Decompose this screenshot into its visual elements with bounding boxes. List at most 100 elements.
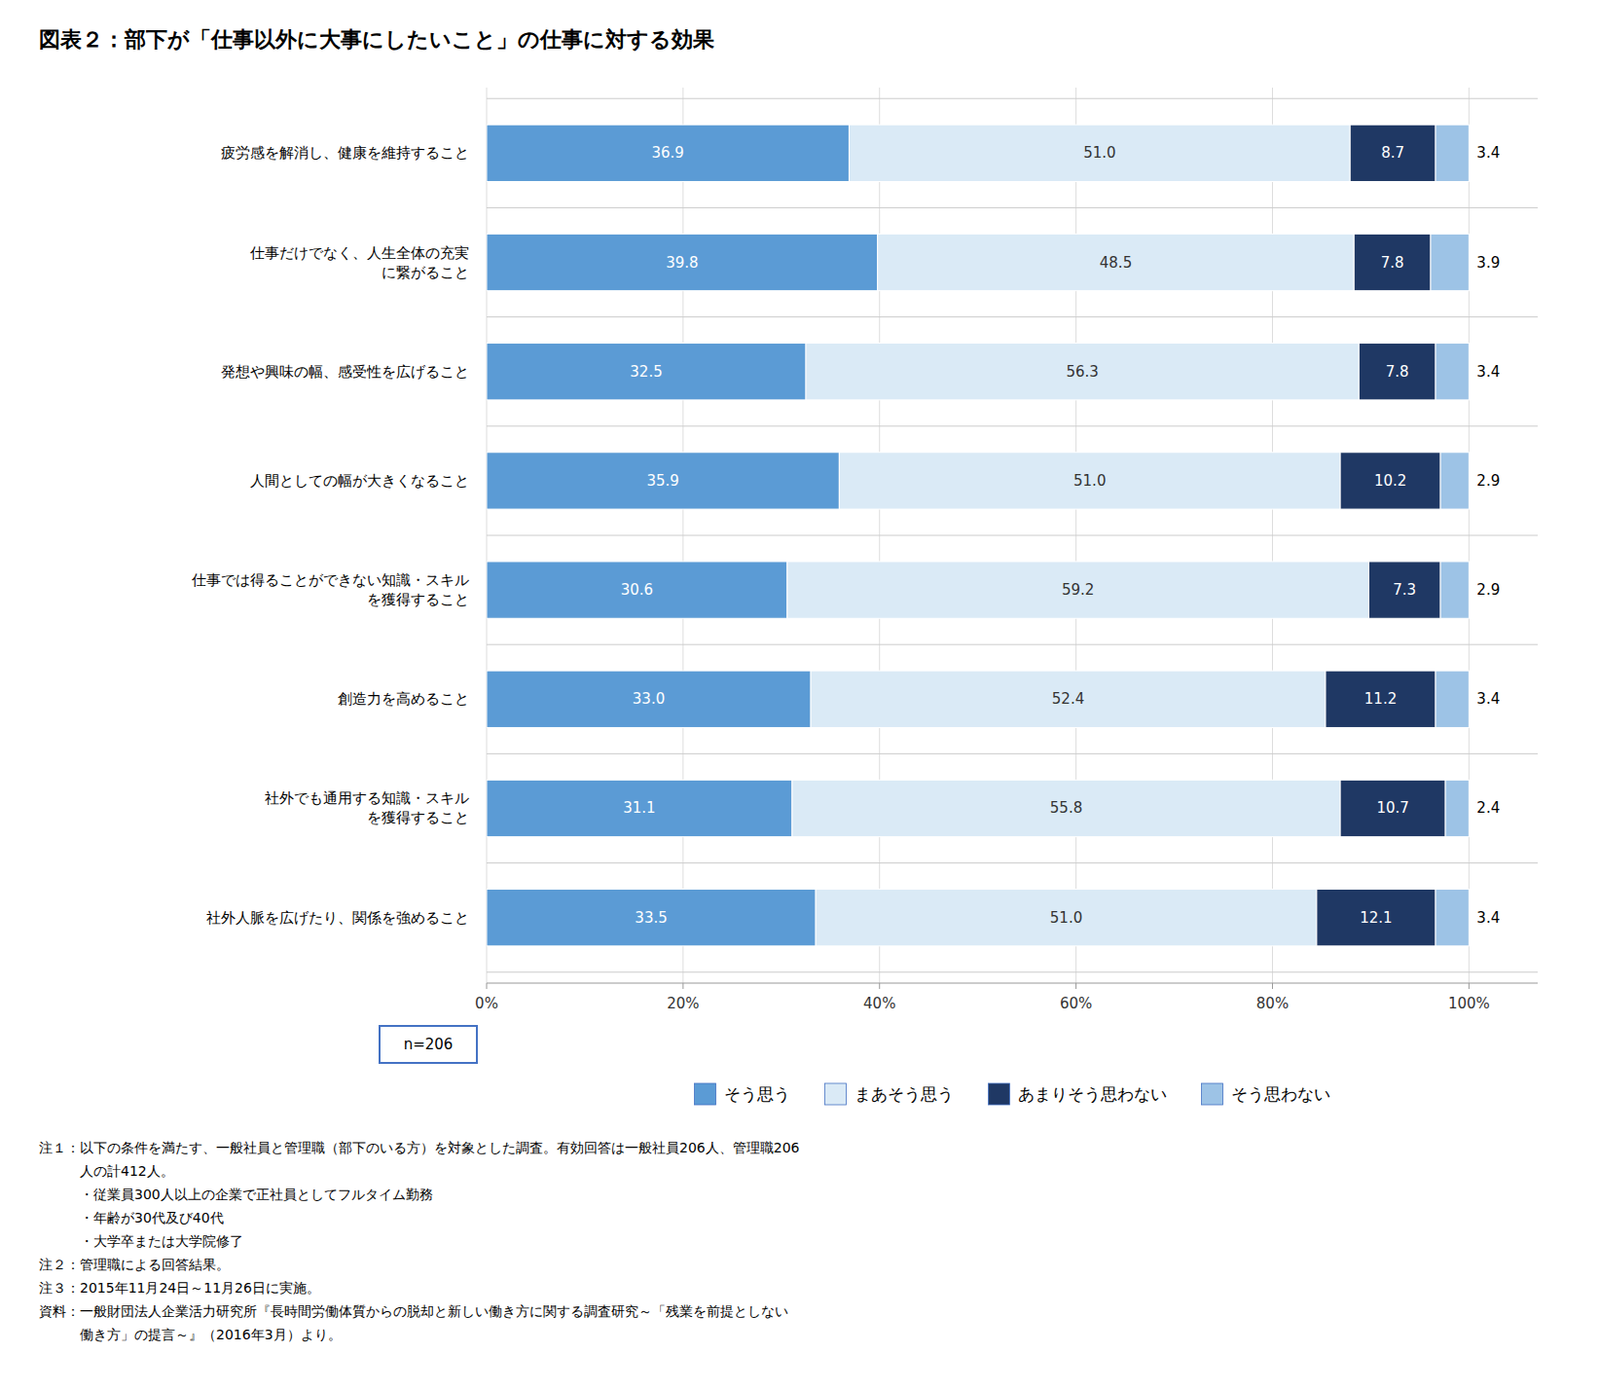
- note: 資料：一般財団法人企業活力研究所『長時間労働体質からの脱却と新しい働き方に関する…: [38, 1303, 789, 1319]
- category-label: 仕事では得ることができない知識・スキルを獲得すること: [190, 571, 470, 609]
- data-label: 3.4: [1476, 909, 1500, 927]
- data-label: 48.5: [1099, 254, 1132, 272]
- data-label: 12.1: [1359, 909, 1392, 927]
- data-label: 7.8: [1385, 363, 1410, 381]
- data-label: 56.3: [1065, 363, 1098, 381]
- bar-segment: [1325, 670, 1436, 728]
- category-label-line: 社外でも通用する知識・スキル: [264, 789, 470, 807]
- bar-segment: [1435, 670, 1469, 728]
- bar-segment: [787, 561, 1370, 619]
- row-separator: [486, 644, 1538, 646]
- bar-segment: [486, 779, 793, 837]
- data-label: 59.2: [1061, 581, 1094, 599]
- data-label: 30.6: [620, 581, 654, 599]
- legend-item: あまりそう思わない: [988, 1083, 1167, 1105]
- category-label-line: 疲労感を解消し、健康を維持すること: [220, 144, 470, 162]
- legend-item: そう思わない: [1201, 1083, 1331, 1105]
- tick-label: 100%: [1448, 994, 1491, 1013]
- data-label: 7.8: [1381, 254, 1405, 272]
- tick-mark: [1468, 982, 1470, 989]
- row-separator: [486, 862, 1538, 864]
- category-label-line: 仕事だけでなく、人生全体の充実: [249, 244, 470, 262]
- data-label: 3.4: [1476, 363, 1500, 381]
- data-label: 31.1: [622, 799, 655, 817]
- data-label: 33.0: [632, 690, 665, 708]
- bar-segment: [486, 233, 878, 291]
- category-label-line: 仕事では得ることができない知識・スキル: [190, 571, 470, 589]
- data-label: 7.3: [1392, 581, 1417, 599]
- note: 注１：以下の条件を満たす、一般社員と管理職（部下のいる方）を対象とした調査。有効…: [38, 1139, 800, 1156]
- data-label: 35.9: [646, 472, 679, 490]
- data-label: 52.4: [1052, 690, 1085, 708]
- category-label-line: 社外人脈を広げたり、関係を強めること: [206, 909, 470, 927]
- note: ・従業員300人以上の企業で正社員としてフルタイム勤務: [38, 1186, 434, 1202]
- bar-segment: [486, 561, 788, 619]
- tick-mark: [486, 982, 488, 989]
- data-label: 36.9: [652, 144, 685, 162]
- bar-segment: [1340, 779, 1446, 837]
- category-label: 人間としての幅が大きくなること: [250, 472, 470, 490]
- row-separator: [486, 535, 1538, 537]
- tick-mark: [878, 982, 880, 989]
- note: ・大学卒または大学院修了: [38, 1233, 244, 1249]
- tick-label: 0%: [474, 994, 499, 1013]
- row-separator: [486, 98, 1538, 100]
- category-label: 疲労感を解消し、健康を維持すること: [220, 144, 470, 162]
- category-label: 発想や興味の幅、感受性を広げること: [220, 363, 470, 381]
- bar-segment: [1435, 124, 1469, 182]
- data-label: 8.7: [1381, 144, 1405, 162]
- category-label: 仕事だけでなく、人生全体の充実に繋がること: [249, 244, 470, 282]
- legend-label: そう思わない: [1231, 1084, 1331, 1104]
- grid: 0%20%40%60%80%100%: [474, 87, 1538, 1013]
- row-separator: [486, 971, 1538, 973]
- bar-segment: [1445, 779, 1469, 837]
- data-label: 3.9: [1476, 254, 1500, 272]
- category-label-line: 人間としての幅が大きくなること: [250, 472, 470, 490]
- row-separator: [486, 316, 1538, 318]
- bar-segment: [486, 670, 811, 728]
- tick-label: 60%: [1059, 994, 1092, 1013]
- legend-item: そう思う: [694, 1083, 791, 1105]
- legend: そう思う まあそう思う あまりそう思わない そう思わない: [694, 1083, 1331, 1105]
- bar-segment: [1353, 233, 1431, 291]
- bar-segment: [1435, 343, 1469, 400]
- data-label: 51.0: [1073, 472, 1106, 490]
- bar-segment: [1435, 889, 1469, 946]
- data-label: 10.7: [1376, 799, 1409, 817]
- data-label: 3.4: [1476, 144, 1500, 162]
- chart: 図表２：部下が「仕事以外に大事にしたいこと」の仕事に対する効果0%20%40%6…: [0, 0, 1600, 1389]
- bar-segment: [1440, 561, 1469, 619]
- category-label-line: 発想や興味の幅、感受性を広げること: [220, 363, 470, 381]
- bar-segment: [838, 452, 1341, 510]
- note: 人の計412人。: [38, 1163, 175, 1179]
- legend-item: まあそう思う: [825, 1083, 954, 1105]
- category-label-line: に繋がること: [381, 263, 470, 282]
- bar-segment: [810, 670, 1326, 728]
- data-label: 51.0: [1050, 909, 1083, 927]
- bar-segment: [486, 889, 816, 946]
- bar-segment: [486, 452, 839, 510]
- category-label-line: を獲得すること: [366, 590, 470, 609]
- bar-segment: [1440, 452, 1469, 510]
- category-label: 創造力を高めること: [337, 690, 470, 708]
- tick-mark: [1272, 982, 1273, 989]
- data-label: 2.9: [1476, 581, 1500, 599]
- bar-segment: [1358, 343, 1436, 400]
- tick-label: 20%: [666, 994, 699, 1013]
- row-separator: [486, 753, 1538, 755]
- data-label: 10.2: [1374, 472, 1407, 490]
- data-label: 55.8: [1050, 799, 1083, 817]
- data-label: 3.4: [1476, 690, 1500, 708]
- bar-segment: [877, 233, 1355, 291]
- note: 注２：管理職による回答結果。: [38, 1256, 230, 1273]
- legend-label: まあそう思う: [854, 1084, 954, 1104]
- category-label: 社外人脈を広げたり、関係を強めること: [206, 909, 470, 927]
- category-label-line: を獲得すること: [366, 808, 470, 827]
- data-label: 33.5: [634, 909, 667, 927]
- row-separator: [486, 207, 1538, 209]
- legend-swatch: [694, 1083, 717, 1105]
- data-label: 39.8: [665, 254, 698, 272]
- title: 図表２：部下が「仕事以外に大事にしたいこと」の仕事に対する効果: [38, 27, 716, 52]
- note: 働き方」の提言～』（2016年3月）より。: [38, 1326, 342, 1343]
- background: [0, 0, 1600, 1389]
